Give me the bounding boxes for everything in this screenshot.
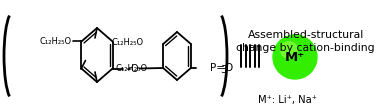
Text: C₁₂H₂₅O: C₁₂H₂₅O [39, 37, 71, 46]
Text: M⁺: M⁺ [285, 51, 305, 64]
Circle shape [280, 42, 297, 58]
Text: P=O: P=O [210, 63, 233, 73]
Circle shape [273, 35, 317, 79]
Text: O: O [131, 64, 138, 73]
Text: 3: 3 [220, 65, 227, 75]
Text: M⁺: Li⁺, Na⁺: M⁺: Li⁺, Na⁺ [257, 95, 316, 105]
Text: Assembled-structural
change by cation-binding: Assembled-structural change by cation-bi… [236, 30, 375, 53]
Text: C₁₂H₂₅O: C₁₂H₂₅O [112, 38, 144, 46]
Text: C₁₂H₂₅O: C₁₂H₂₅O [115, 64, 147, 72]
